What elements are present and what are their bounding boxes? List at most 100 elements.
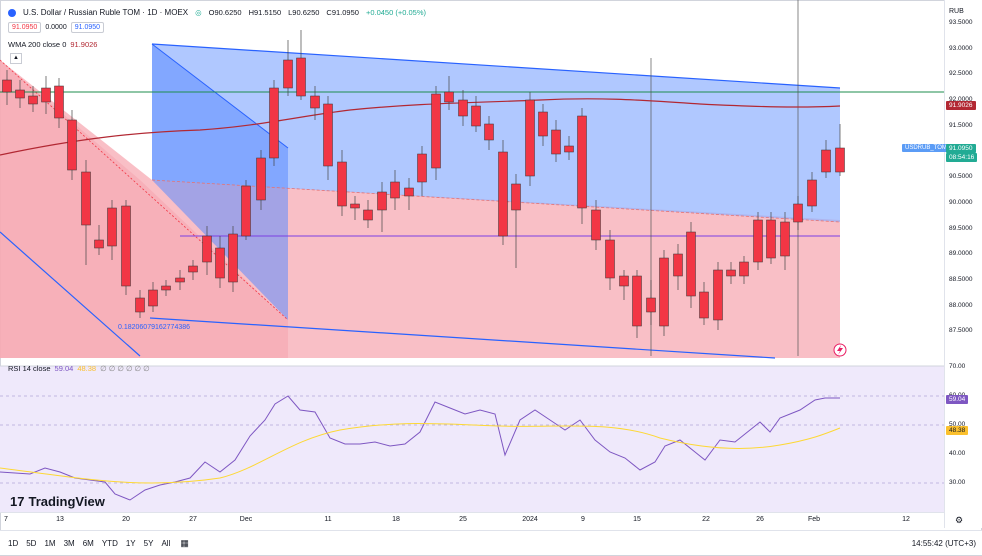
candle (337, 161, 347, 207)
last-price-tag: 91.0950 (946, 144, 976, 153)
candle (310, 95, 320, 109)
time-tick: 25 (459, 516, 467, 523)
currency-label[interactable]: RUB (949, 8, 964, 15)
symbol-title[interactable]: U.S. Dollar / Russian Ruble TOM · 1D · M… (23, 8, 189, 17)
range-button-5y[interactable]: 5Y (143, 538, 154, 548)
range-button-ytd[interactable]: YTD (101, 538, 118, 548)
time-axis[interactable]: 7 13 20 27 Dec 11 18 25 2024 9 15 22 26 Feb 12 ⚙ (0, 512, 963, 529)
last-price-symbol-tag: USDRUB_TOM (902, 144, 950, 152)
price-chart[interactable]: 0.182060791627743​86 (0, 0, 944, 512)
bottom-toolbar: 1D 5D 1M 3M 6M YTD 1Y 5Y All ▦ 14:55:42 (UTC+3) (0, 530, 982, 555)
collapse-legend-button[interactable]: ▲ (10, 53, 22, 64)
range-button-6m[interactable]: 6M (82, 538, 94, 548)
time-tick: 9 (581, 516, 585, 523)
rsi-ma-value: 48.38 (77, 364, 97, 373)
candle (780, 221, 790, 257)
wma-line (0, 98, 841, 156)
sell-button[interactable]: 91.0950 (8, 22, 42, 33)
candle (484, 123, 494, 141)
time-tick: 27 (189, 516, 197, 523)
channel-top-line[interactable] (151, 43, 841, 89)
rsi-tick: 30.00 (949, 479, 966, 486)
price-tick: 93.5000 (949, 19, 973, 26)
candle (404, 187, 414, 197)
left-diagonal-line[interactable] (0, 231, 141, 357)
spread-value: 0.0000 (45, 24, 67, 31)
candle (202, 235, 212, 263)
ohlc-low: L90.6250 (288, 8, 320, 17)
rsi-tick: 70.00 (949, 363, 966, 370)
candle (269, 87, 279, 159)
candle (390, 181, 400, 199)
price-axis[interactable]: RUB 93.5000 93.0000 92.5000 92.0000 91.5000 9… (944, 0, 982, 528)
candle (471, 105, 481, 127)
candle (577, 115, 587, 209)
candle (350, 203, 360, 209)
time-tick: 11 (324, 516, 332, 523)
price-tick: 90.5000 (949, 173, 973, 181)
rsi-tick: 40.00 (949, 450, 966, 457)
tradingview-logo-icon: 17 (10, 494, 25, 509)
rsi-value: 59.04 (54, 364, 74, 373)
wma-label[interactable]: WMA 200 close 0 (8, 40, 67, 49)
candle (713, 269, 723, 321)
candle (821, 149, 831, 173)
settings-icon[interactable]: ⚙ (955, 515, 964, 525)
candle (41, 87, 51, 103)
candle (121, 205, 131, 287)
wma-legend: WMA 200 close 0 91.9026 (8, 40, 97, 49)
ohlc-high: H91.5150 (248, 8, 282, 17)
time-tick: 20 (122, 516, 130, 523)
time-tick: 13 (56, 516, 64, 523)
tradingview-logo[interactable]: 17 TradingView (10, 494, 105, 509)
calendar-icon[interactable]: ▦ (180, 537, 189, 548)
price-tick: 88.5000 (949, 276, 973, 283)
range-button-5d[interactable]: 5D (26, 538, 37, 548)
lightning-icon[interactable] (833, 343, 847, 357)
candle (323, 103, 333, 167)
candle (699, 291, 709, 319)
range-button-1d[interactable]: 1D (8, 538, 19, 548)
range-button-all[interactable]: All (161, 538, 171, 548)
candle (673, 253, 683, 277)
rsi-ma-line (0, 423, 841, 484)
price-tick: 88.0000 (949, 301, 973, 309)
time-tick: Feb (807, 516, 821, 523)
ohlc-open: O90.6250 (208, 8, 242, 17)
buy-button[interactable]: 91.0950 (70, 22, 105, 33)
rsi-tick: 50.00 (949, 421, 966, 428)
candle (296, 57, 306, 97)
rsi-legend: RSI 14 close 59.04 48.38 ∅ ∅ ∅ ∅ ∅ ∅ (8, 364, 150, 373)
candle (807, 179, 817, 207)
fan-line[interactable] (151, 43, 289, 149)
candle (228, 233, 238, 283)
time-tick: 15 (633, 516, 641, 523)
time-tick: 7 (4, 516, 8, 523)
price-tick: 92.5000 (949, 70, 973, 78)
time-tick: Dec (239, 516, 253, 523)
range-button-3m[interactable]: 3M (63, 538, 75, 548)
ohlc-change: +0.0450 (+0.05%) (365, 8, 426, 17)
brand-name: TradingView (28, 494, 105, 509)
candle (161, 285, 171, 291)
trade-buttons: 91.0950 0.0000 91.0950 (8, 22, 105, 33)
candle (525, 99, 535, 177)
price-tick: 89.5000 (949, 224, 973, 232)
eye-icon[interactable]: ◎ (195, 8, 202, 17)
candle (188, 265, 198, 273)
channel-bottom-line[interactable] (149, 317, 776, 359)
candle (793, 203, 803, 223)
candle (564, 145, 574, 153)
blue-channel (152, 44, 840, 222)
clock[interactable]: 14:55:42 (UTC+3) (911, 539, 976, 548)
range-button-1y[interactable]: 1Y (125, 538, 136, 548)
candle (377, 191, 387, 211)
range-button-1m[interactable]: 1M (44, 538, 56, 548)
candle (94, 239, 104, 249)
rsi-extra-values: ∅ ∅ ∅ ∅ ∅ ∅ (100, 364, 150, 373)
candle (835, 147, 845, 173)
rsi-label[interactable]: RSI 14 close (8, 364, 51, 373)
time-tick: 26 (756, 516, 764, 523)
symbol-header: U.S. Dollar / Russian Ruble TOM · 1D · M… (8, 8, 429, 17)
candle (417, 153, 427, 183)
